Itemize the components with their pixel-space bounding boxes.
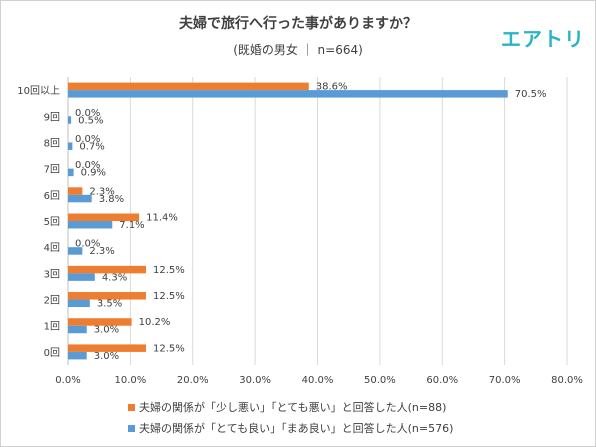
category-label: 3回	[44, 268, 60, 280]
data-label: 3.0%	[94, 325, 119, 336]
bar-series-1	[68, 221, 113, 229]
category-label: 1回	[44, 321, 60, 333]
data-label: 3.5%	[97, 299, 122, 310]
legend-item-bad-relationship: 夫婦の関係が「少し悪い」「とても悪い」と回答した人(n=88)	[128, 399, 446, 415]
data-label: 3.8%	[99, 194, 124, 205]
category-label: 8回	[44, 137, 60, 149]
category-label: 5回	[44, 216, 60, 228]
x-tick-label: 20.0%	[177, 375, 209, 386]
data-label: 7.1%	[119, 220, 144, 231]
bar-series-1	[68, 168, 74, 177]
data-label: 0.0%	[75, 108, 100, 119]
data-label: 70.5%	[515, 89, 547, 100]
bars	[68, 82, 508, 360]
data-label: 0.0%	[75, 239, 100, 250]
legend-label: 夫婦の関係が「とても良い」「まあ良い」と回答した人(n=576)	[139, 422, 454, 435]
data-labels: 38.6%70.5%0.0%0.5%0.0%0.7%0.0%0.9%2.3%3.…	[75, 82, 547, 362]
bar-series-0	[68, 213, 140, 221]
legend-label: 夫婦の関係が「少し悪い」「とても悪い」と回答した人(n=88)	[139, 401, 447, 414]
category-label: 6回	[44, 190, 60, 202]
bar-series-1	[68, 325, 87, 334]
bar-series-1	[68, 299, 90, 308]
bar-series-0	[68, 82, 309, 91]
data-label: 0.0%	[75, 160, 100, 171]
legend-item-good-relationship: 夫婦の関係が「とても良い」「まあ良い」と回答した人(n=576)	[128, 420, 453, 436]
bar-series-0	[68, 318, 132, 326]
x-tick-label: 80.0%	[551, 375, 583, 386]
x-tick-label: 50.0%	[364, 375, 396, 386]
bar-series-0	[68, 265, 146, 274]
data-label: 4.3%	[102, 272, 127, 283]
x-tick-label: 60.0%	[426, 375, 458, 386]
category-label: 10回以上	[17, 85, 60, 97]
chart-title: 夫婦で旅行へ行った事がありますか？	[179, 16, 417, 32]
x-tick-label: 30.0%	[239, 375, 271, 386]
bar-series-1	[68, 273, 95, 281]
legend-swatch-orange	[128, 403, 135, 411]
data-label: 10.2%	[139, 317, 171, 328]
bar-series-0	[68, 187, 83, 195]
data-label: 3.0%	[94, 351, 119, 362]
bar-series-1	[68, 90, 508, 98]
data-label: 38.6%	[316, 82, 348, 93]
bar-series-1	[68, 247, 83, 255]
data-label: 12.5%	[153, 291, 185, 302]
data-label: 0.9%	[81, 168, 106, 179]
x-tick-label: 10.0%	[114, 375, 146, 386]
data-label: 0.7%	[79, 141, 104, 152]
airtrip-logo: エアトリ	[501, 27, 585, 51]
bar-series-1	[68, 351, 87, 360]
category-label: 0回	[44, 347, 60, 359]
category-label: 2回	[44, 295, 60, 307]
x-tick-labels: 0.0% 10.0% 20.0% 30.0% 40.0% 50.0% 60.0% 70.0% 8…	[55, 375, 583, 386]
bar-series-0	[68, 292, 146, 300]
data-label: 2.3%	[89, 246, 114, 257]
data-label: 11.4%	[146, 213, 178, 224]
data-label: 12.5%	[153, 343, 185, 354]
data-label: 0.0%	[75, 134, 100, 145]
category-labels: 10回以上 9回 8回 7回 6回 5回 4回 3回 2回 1回 0回	[17, 85, 60, 359]
category-label: 9回	[44, 111, 60, 123]
x-tick-label: 40.0%	[302, 375, 334, 386]
data-label: 12.5%	[153, 265, 185, 276]
data-label: 2.3%	[89, 186, 114, 197]
legend-swatch-blue	[128, 424, 135, 432]
bar-series-1	[68, 116, 72, 124]
chart-subtitle: (既婚の男女 ｜ n=664)	[233, 43, 363, 57]
x-tick-label: 70.0%	[489, 375, 521, 386]
data-label: 0.5%	[78, 115, 103, 126]
gridlines	[67, 77, 568, 365]
bar-series-0	[68, 344, 146, 352]
x-tick-label: 0.0%	[55, 375, 80, 386]
bar-series-1	[68, 194, 92, 203]
bar-series-1	[68, 142, 73, 150]
category-label: 4回	[44, 242, 60, 254]
category-label: 7回	[44, 164, 60, 176]
